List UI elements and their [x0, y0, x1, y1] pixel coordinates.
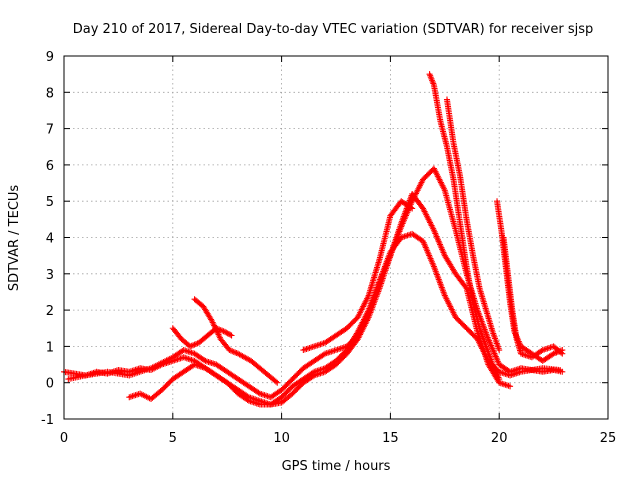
- y-tick-label: 5: [46, 195, 54, 210]
- y-tick-label: 9: [46, 50, 54, 65]
- grid-lines: [64, 56, 608, 419]
- data-point: [227, 331, 234, 338]
- x-tick-label: 0: [60, 431, 68, 446]
- data-point: [559, 350, 566, 357]
- y-tick-label: 0: [46, 377, 54, 392]
- data-point: [496, 376, 503, 383]
- y-tick-label: 3: [46, 268, 54, 283]
- y-axis-ticks: -1 0 1 2 3 4 5 6 7 8 9: [41, 50, 608, 428]
- y-tick-label: 6: [46, 159, 54, 174]
- series-track-7: [426, 71, 503, 383]
- y-tick-label: 7: [46, 123, 54, 138]
- x-tick-label: 20: [491, 431, 508, 446]
- x-axis-ticks: 0 5 10 15 20 25: [60, 56, 616, 446]
- series-track-6: [300, 198, 416, 354]
- data-point: [320, 351, 327, 358]
- data-point: [228, 332, 235, 339]
- x-axis-label: GPS time / hours: [282, 459, 391, 474]
- data-point: [496, 347, 503, 354]
- data-point: [244, 396, 251, 403]
- series-track-8: [443, 96, 503, 354]
- y-tick-label: 4: [46, 232, 54, 247]
- series-track-10: [500, 234, 566, 361]
- data-point: [201, 357, 208, 364]
- y-tick-label: 8: [46, 86, 54, 101]
- x-tick-label: 15: [382, 431, 399, 446]
- x-tick-label: 5: [169, 431, 177, 446]
- data-point: [507, 383, 514, 390]
- y-axis-label: SDTVAR / TECUs: [7, 185, 22, 292]
- series-track-9: [494, 198, 566, 364]
- data-point: [557, 366, 564, 373]
- data-point: [272, 378, 279, 385]
- chart-title: Day 210 of 2017, Sidereal Day-to-day VTE…: [73, 22, 594, 37]
- data-point: [274, 379, 281, 386]
- series-track-3: [126, 190, 514, 408]
- series-track-5: [191, 296, 281, 386]
- y-tick-label: 2: [46, 304, 54, 319]
- data-point: [538, 347, 545, 354]
- data-points: [61, 71, 566, 408]
- data-point: [409, 205, 416, 212]
- x-tick-label: 25: [600, 431, 617, 446]
- x-tick-label: 10: [273, 431, 290, 446]
- series-track-4: [169, 325, 235, 350]
- data-point: [407, 204, 414, 211]
- data-point: [309, 369, 316, 376]
- data-point: [255, 389, 262, 396]
- data-point: [558, 349, 565, 356]
- y-tick-label: 1: [46, 340, 54, 355]
- y-tick-label: -1: [41, 413, 54, 428]
